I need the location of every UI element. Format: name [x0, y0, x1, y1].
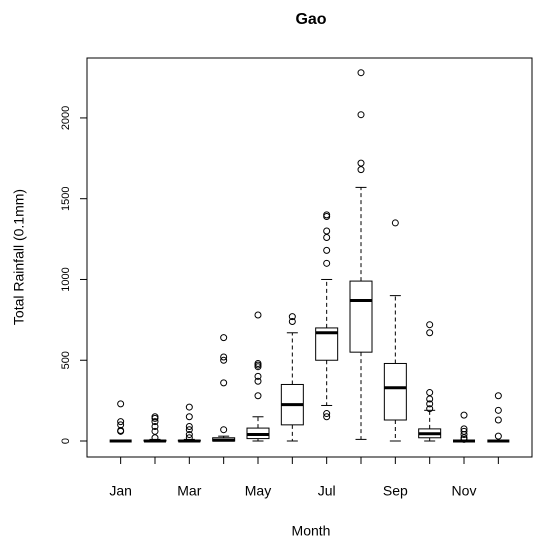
y-tick-label: 2000: [60, 106, 72, 130]
outlier: [151, 434, 159, 442]
box: [383, 362, 407, 421]
outlier: [288, 317, 296, 325]
y-tick-label: 1000: [60, 267, 72, 291]
x-tick-label: Sep: [383, 483, 408, 499]
outlier: [357, 159, 365, 167]
outlier: [185, 413, 193, 421]
x-axis-label: Month: [292, 523, 331, 539]
chart-title: Gao: [295, 11, 326, 28]
box: [315, 327, 339, 361]
outlier: [151, 422, 159, 430]
outlier: [323, 413, 331, 421]
outlier: [254, 311, 262, 319]
outlier: [185, 403, 193, 411]
outlier: [220, 379, 228, 387]
outlier: [494, 432, 502, 440]
outlier: [220, 334, 228, 342]
outlier: [220, 356, 228, 364]
outlier: [220, 426, 228, 434]
outlier: [357, 111, 365, 119]
outlier: [494, 416, 502, 424]
outlier: [426, 329, 434, 337]
outlier: [220, 353, 228, 361]
plot-frame: [86, 57, 533, 458]
outlier: [254, 377, 262, 385]
outlier: [288, 313, 296, 321]
outlier: [426, 321, 434, 329]
box: [349, 280, 373, 353]
outlier: [254, 363, 262, 371]
y-tick-label: 500: [60, 351, 72, 369]
outlier: [185, 422, 193, 430]
outlier: [323, 259, 331, 267]
x-tick-label: May: [245, 483, 271, 499]
outlier: [460, 435, 468, 443]
x-tick-label: Jan: [109, 483, 132, 499]
outlier: [151, 414, 159, 422]
outlier: [185, 431, 193, 439]
outlier: [391, 219, 399, 227]
outlier: [426, 400, 434, 408]
outlier: [494, 406, 502, 414]
outlier: [426, 395, 434, 403]
outlier: [323, 410, 331, 418]
outlier: [117, 427, 125, 435]
outlier: [460, 411, 468, 419]
x-tick-label: Nov: [452, 483, 477, 499]
y-axis-label: Total Rainfall (0.1mm): [11, 189, 27, 325]
outlier: [323, 246, 331, 254]
outlier: [323, 227, 331, 235]
outlier: [117, 400, 125, 408]
outlier: [426, 389, 434, 397]
y-tick-label: 0: [60, 438, 72, 444]
outlier: [357, 166, 365, 174]
outlier: [494, 392, 502, 400]
outlier: [117, 418, 125, 426]
outlier: [323, 233, 331, 241]
outlier: [254, 392, 262, 400]
outlier: [151, 418, 159, 426]
x-tick-label: Mar: [177, 483, 201, 499]
y-tick-label: 1500: [60, 186, 72, 210]
x-tick-label: Jul: [318, 483, 336, 499]
outlier: [185, 434, 193, 442]
outlier: [426, 405, 434, 413]
outlier: [254, 372, 262, 380]
outlier: [323, 212, 331, 220]
outlier: [357, 69, 365, 77]
outlier: [460, 431, 468, 439]
outlier: [185, 426, 193, 434]
